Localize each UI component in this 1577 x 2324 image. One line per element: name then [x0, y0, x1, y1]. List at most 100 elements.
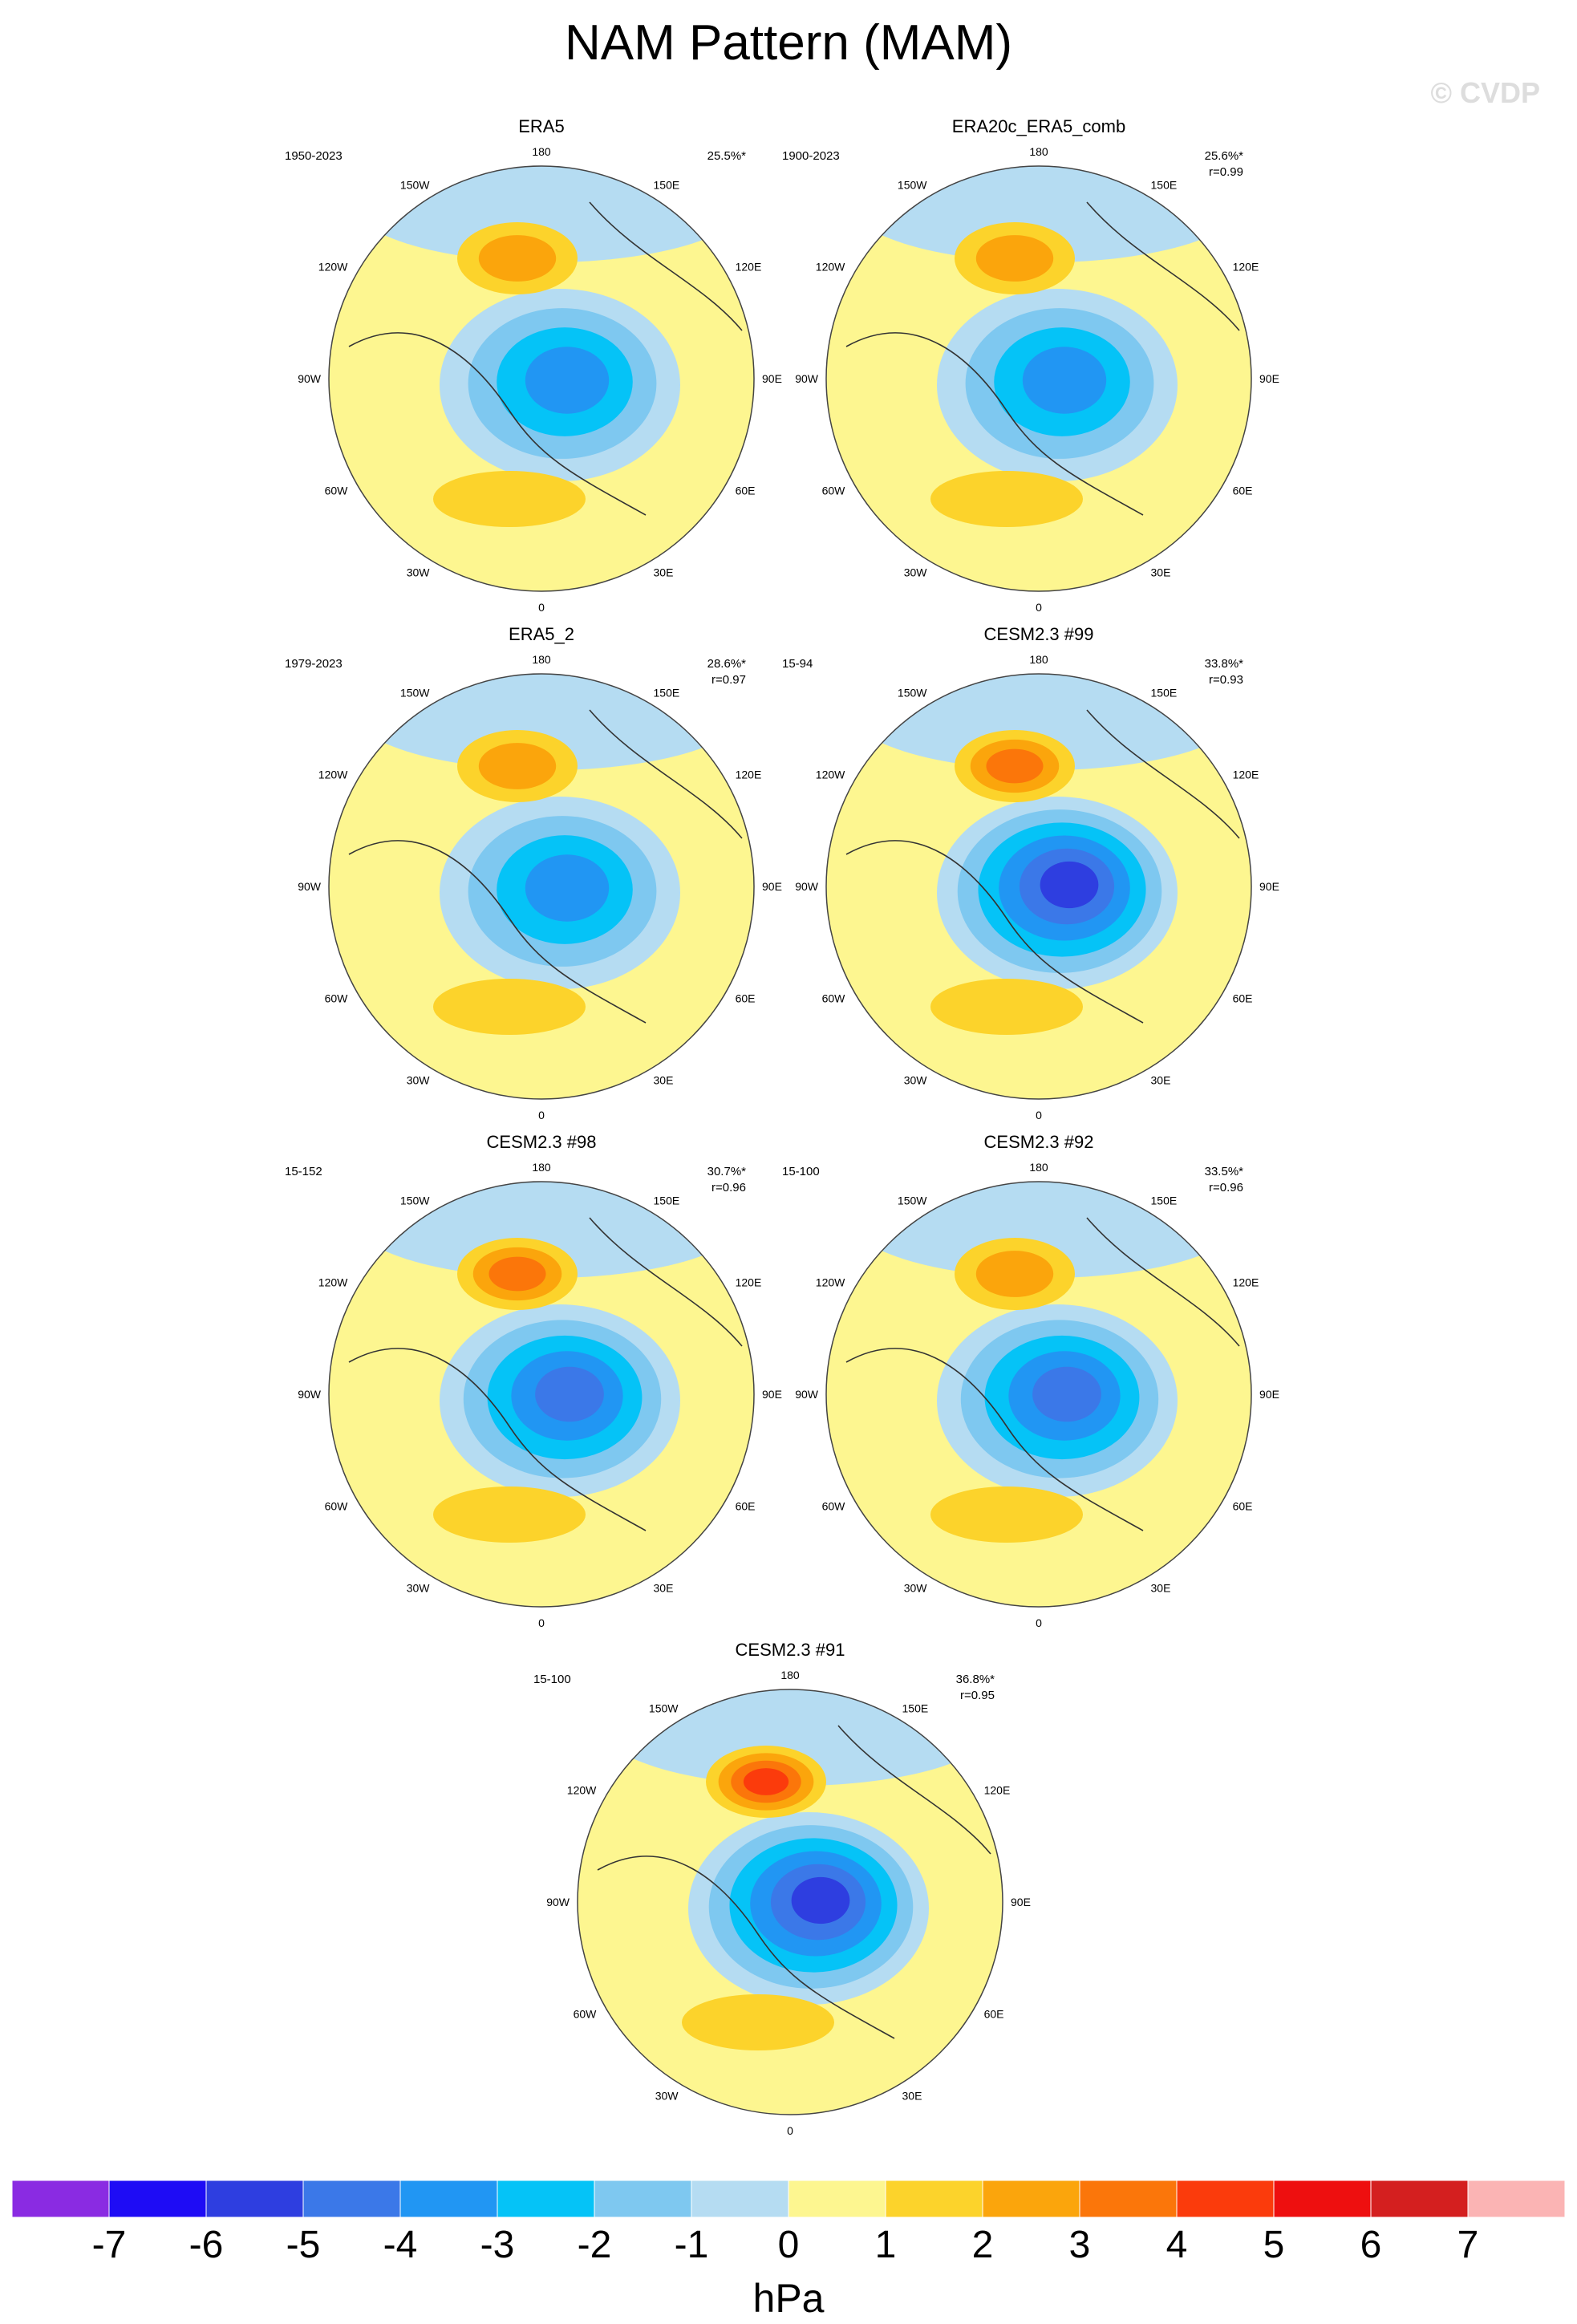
lon-label: 150W — [400, 1194, 430, 1207]
colorbar-swatch — [108, 2180, 207, 2218]
lon-label: 30E — [1151, 1582, 1171, 1595]
lon-label: 60E — [736, 1500, 756, 1513]
field-contour-low — [791, 1876, 850, 1924]
lon-label: 60E — [736, 485, 756, 497]
lon-label: 0 — [1036, 1109, 1042, 1121]
lon-label: 150E — [902, 1701, 929, 1714]
field-contour-low — [535, 1366, 604, 1422]
colorbar-tick-label: 4 — [1166, 2224, 1188, 2266]
lon-label: 120W — [567, 1784, 597, 1797]
map-panel: CESM2.3 #98 15-152 30.7%* r=0.96 180 0 90W 90E 1… — [285, 1132, 782, 1629]
colorbar-tick-label: -4 — [383, 2224, 418, 2266]
panel-title: ERA5 — [518, 116, 564, 136]
lon-label: 90E — [1259, 1388, 1279, 1401]
map-border — [825, 673, 1252, 1100]
field-contour-low — [525, 347, 610, 414]
coastline — [348, 332, 647, 516]
map-border — [577, 1689, 1003, 2115]
lon-label: 90E — [1259, 880, 1279, 893]
coastline — [845, 1348, 1144, 1531]
colorbar-swatch — [1467, 2180, 1566, 2218]
colorbar-tick-label: -3 — [480, 2224, 515, 2266]
field-contour-high — [930, 979, 1083, 1035]
lon-label: 30E — [654, 1582, 674, 1595]
lon-label: 60W — [325, 992, 349, 1005]
map-border — [328, 1181, 755, 1608]
field-contour-pacific — [347, 1182, 752, 1278]
lon-label: 150E — [654, 178, 680, 191]
field-contour-high — [975, 1251, 1054, 1297]
lon-label: 60E — [1233, 992, 1253, 1005]
panel-title: ERA5_2 — [509, 624, 574, 644]
lon-label: 90E — [762, 880, 782, 893]
coastline — [589, 709, 743, 839]
lon-label: 90W — [795, 372, 819, 385]
panel-period: 1979-2023 — [285, 657, 343, 671]
colorbar-tick-label: 6 — [1360, 2224, 1382, 2266]
field-contour-low — [1022, 347, 1107, 414]
lon-label: 90W — [298, 880, 322, 893]
lon-label: 30W — [904, 566, 928, 579]
colorbar-swatch — [11, 2180, 110, 2218]
panel-period: 1950-2023 — [285, 149, 343, 163]
lon-label: 0 — [538, 601, 545, 614]
field-contour-high — [975, 235, 1054, 282]
lon-label: 120E — [1233, 769, 1259, 781]
lon-label: 0 — [1036, 601, 1042, 614]
lon-label: 150E — [654, 1194, 680, 1207]
lon-label: 120E — [736, 769, 762, 781]
lon-label: 120E — [1233, 261, 1259, 274]
field-contour-pacific — [347, 674, 752, 770]
panel-correlation: r=0.99 — [1209, 165, 1243, 179]
field-contour-high — [682, 1994, 834, 2050]
panel-correlation: r=0.95 — [960, 1689, 995, 1702]
map-border — [825, 1181, 1252, 1608]
field-contour-high — [743, 1768, 789, 1795]
field-contour-high — [986, 748, 1044, 784]
panel-variance: 36.8%* — [956, 1673, 995, 1686]
field-contour-pacific — [845, 1182, 1249, 1278]
colorbar-swatch — [205, 2180, 304, 2218]
lon-label: 150W — [400, 686, 430, 699]
map-panel: CESM2.3 #99 15-94 33.8%* r=0.93 180 0 90W 90E 15… — [782, 624, 1279, 1121]
lon-label: 90W — [795, 1388, 819, 1401]
lon-label: 150W — [649, 1701, 679, 1714]
lon-label: 120E — [984, 1784, 1011, 1797]
lon-label: 150W — [400, 178, 430, 191]
colorbar-swatch — [1176, 2180, 1275, 2218]
coastline — [589, 1217, 743, 1347]
field-contour-high — [433, 979, 586, 1035]
map-panel: ERA20c_ERA5_comb 1900-2023 25.6%* r=0.99 180… — [782, 116, 1279, 614]
field-contour-pacific — [347, 166, 752, 262]
lon-label: 120E — [736, 261, 762, 274]
colorbar-tick-label: -7 — [92, 2224, 127, 2266]
panel-variance: 33.8%* — [1205, 657, 1244, 671]
lon-label: 180 — [1029, 1161, 1048, 1174]
colorbar: -7 -6 -5 -4 -3 -2 -1 0 1 2 3 4 5 6 7 — [11, 2180, 1566, 2266]
coastline — [1086, 1217, 1240, 1347]
colorbar-unit: hPa — [753, 2276, 825, 2321]
lon-label: 60W — [822, 485, 846, 497]
lon-label: 60W — [325, 485, 349, 497]
lon-label: 90W — [546, 1896, 570, 1908]
panel-correlation: r=0.93 — [1209, 673, 1243, 687]
lon-label: 30E — [654, 566, 674, 579]
colorbar-tick-label: 7 — [1457, 2224, 1479, 2266]
lon-label: 180 — [780, 1669, 800, 1681]
panel-correlation: r=0.96 — [1209, 1181, 1243, 1194]
lon-label: 30W — [655, 2090, 679, 2103]
coastline — [348, 1348, 647, 1531]
field-contour-pacific — [596, 1689, 1000, 1786]
coastline — [1086, 709, 1240, 839]
lon-label: 30E — [1151, 566, 1171, 579]
lon-label: 180 — [1029, 653, 1048, 666]
field-contour-high — [489, 1256, 546, 1292]
map-border — [328, 673, 755, 1100]
field-contour-low — [1040, 861, 1099, 909]
colorbar-swatch — [982, 2180, 1080, 2218]
lon-label: 120W — [318, 769, 348, 781]
coastline — [589, 201, 743, 331]
lon-label: 30W — [407, 1074, 431, 1087]
lon-label: 150E — [1151, 686, 1178, 699]
